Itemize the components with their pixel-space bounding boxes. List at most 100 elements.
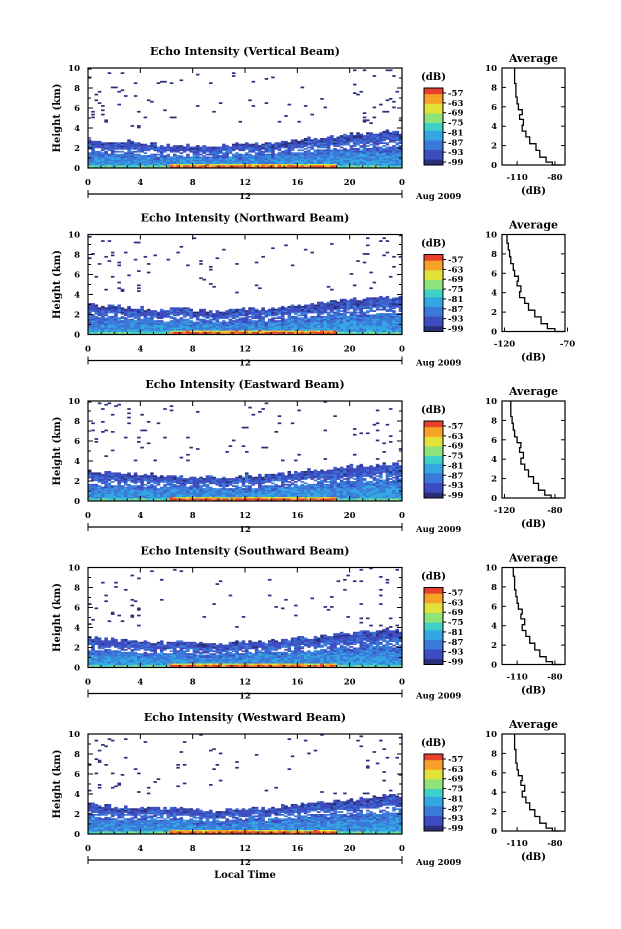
echo-cell [359,160,364,163]
echo-cell [189,479,193,482]
echo-cell [310,318,314,321]
echo-cell [366,318,370,321]
echo-cell [88,493,92,496]
echo-cell [225,324,229,327]
echo-cell [369,310,373,312]
echo-cell [150,324,154,327]
echo-cell [218,479,223,482]
echo-cell [379,305,383,308]
echo-cell [120,496,125,499]
echo-cell [195,160,200,163]
echo-cell [231,313,236,315]
echo-cell [372,310,377,312]
echo-cell [209,318,213,321]
colorbar-segment [424,329,443,332]
echo-cell [290,139,295,142]
echo-cell [153,158,157,160]
echo-cell [91,318,95,321]
echo-cell [274,475,279,478]
echo-cell [303,155,308,157]
echo-cell [392,328,396,331]
echo-cell [104,481,108,483]
echo-cell [300,311,305,314]
echo-cell [238,323,243,325]
echo-cell [150,476,154,479]
echo-cell [284,159,288,162]
echo-cell [173,308,177,311]
echo-cell [199,277,203,280]
echo-cell [215,331,220,334]
echo-cell [258,160,262,163]
echo-cell [114,327,118,330]
echo-cell [127,324,131,327]
echo-cell [359,320,364,322]
echo-cell [120,330,125,332]
echo-cell [91,493,95,496]
echo-cell [91,156,95,159]
x-tick-label: 4 [137,345,143,355]
colorbar-segment [424,308,443,311]
echo-cell [94,158,99,160]
echo-cell [137,318,141,321]
echo-cell [104,317,108,320]
echo-cell [169,317,174,320]
echo-cell [123,493,128,496]
echo-cell [248,318,252,321]
echo-cell [235,495,239,498]
echo-cell [316,328,321,331]
echo-cell [228,156,233,159]
echo-cell [189,165,193,167]
echo-cell [366,325,370,328]
echo-cell [114,310,118,312]
echo-cell [241,479,246,482]
echo-cell [101,481,105,483]
echo-cell [310,328,314,331]
echo-cell [173,481,177,483]
echo-cell [195,317,200,320]
echo-cell [395,159,400,162]
echo-cell [313,138,318,140]
echo-cell [346,325,350,328]
echo-cell [267,331,272,334]
echo-cell [107,308,112,311]
echo-cell [267,313,272,315]
echo-cell [307,138,311,140]
echo-cell [159,149,164,152]
echo-cell [127,310,131,312]
echo-cell [114,313,118,315]
echo-cell [153,496,157,499]
echo-cell [205,321,210,324]
echo-cell [195,148,200,150]
echo-cell [392,146,396,149]
echo-cell [123,321,128,324]
echo-cell [209,82,213,85]
echo-cell [101,165,105,167]
echo-cell [110,149,115,152]
echo-cell [231,482,236,485]
echo-cell [385,152,390,155]
echo-cell [120,146,125,149]
echo-cell [372,75,377,77]
echo-cell [127,155,131,157]
echo-cell [133,308,138,311]
echo-cell [245,328,249,331]
colorbar-tick-label: -87 [448,305,463,315]
echo-cell [153,475,157,478]
echo-cell [241,331,246,334]
echo-cell [222,145,226,147]
echo-cell [294,156,298,159]
echo-cell [169,150,174,153]
echo-cell [375,314,380,317]
echo-cell [294,153,298,156]
echo-cell [192,311,197,314]
echo-cell [300,323,305,325]
echo-cell [313,158,318,160]
echo-cell [110,143,115,146]
echo-cell [290,160,295,163]
echo-cell [97,475,102,478]
echo-cell [271,482,275,485]
echo-cell [392,307,396,310]
colorbar-segment [424,132,443,135]
echo-cell [173,493,177,496]
echo-cell [330,155,334,157]
